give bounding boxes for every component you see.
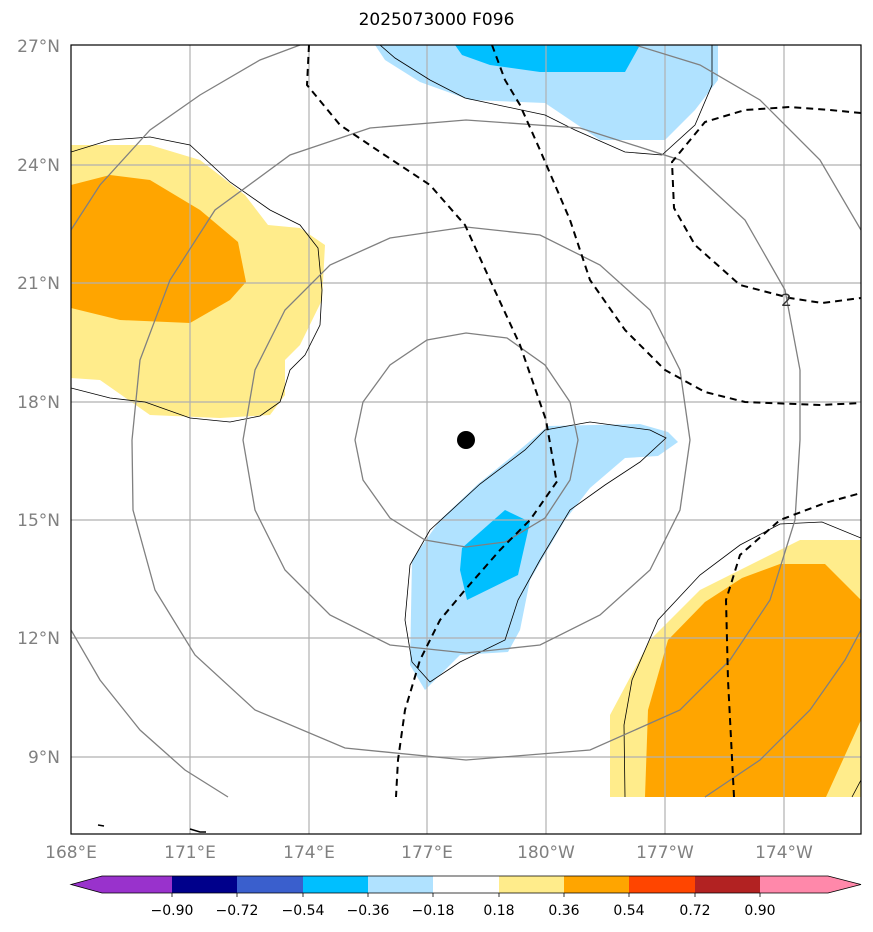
lat-label: 27°N xyxy=(17,37,60,57)
lon-label: 171°E xyxy=(164,843,216,863)
lon-label: 174°E xyxy=(283,843,335,863)
latitude-labels: 27°N 24°N 21°N 18°N 15°N 12°N 9°N xyxy=(17,37,60,768)
coastline-fragments xyxy=(97,824,206,833)
negative-anomaly-center-light xyxy=(410,424,678,690)
lat-label: 9°N xyxy=(28,748,60,768)
negative-anomaly-north-mid xyxy=(455,45,640,72)
lon-label: 177°W xyxy=(636,843,694,863)
lon-label: 177°E xyxy=(401,843,453,863)
colorbar-tick-label: −0.36 xyxy=(347,903,390,919)
colorbar-segment xyxy=(499,876,564,893)
colorbar-segment xyxy=(760,876,828,893)
lat-label: 18°N xyxy=(17,393,60,413)
colorbar-tick-label: 0.90 xyxy=(744,903,775,919)
lat-label: 21°N xyxy=(17,274,60,294)
contour-label: 2 xyxy=(781,291,792,311)
colorbar-segment xyxy=(433,876,499,893)
lon-label: 180°W xyxy=(517,843,575,863)
colorbar-tick-label: 0.18 xyxy=(483,903,514,919)
map-frame xyxy=(70,44,862,835)
map-area: 2 xyxy=(71,45,861,834)
colorbar-segment xyxy=(368,876,433,893)
graticule xyxy=(71,45,861,834)
colorbar-extend-low xyxy=(71,876,102,893)
colorbar-outline xyxy=(69,875,862,894)
positive-anomaly-se-mid xyxy=(645,564,861,797)
colorbar-tick-label: 0.54 xyxy=(613,903,644,919)
dashed-height-contours xyxy=(305,45,861,798)
colorbar-segment xyxy=(629,876,695,893)
colorbar-tick-label: −0.18 xyxy=(412,903,455,919)
colorbar-segment xyxy=(102,876,172,893)
map-title: 2025073000 F096 xyxy=(358,10,515,30)
storm-center-marker xyxy=(457,431,475,449)
lat-label: 15°N xyxy=(17,511,60,531)
colorbar: −0.90 −0.72 −0.54 −0.36 −0.18 0.18 0.36 0.54 0.7… xyxy=(69,875,862,919)
colorbar-tick-label: 0.36 xyxy=(548,903,579,919)
colorbar-tick-label: −0.72 xyxy=(216,903,259,919)
storm-distance-rings xyxy=(71,45,861,798)
colorbar-segment xyxy=(303,876,368,893)
colorbar-segment xyxy=(695,876,760,893)
colorbar-tick-label: −0.54 xyxy=(282,903,325,919)
lat-label: 12°N xyxy=(17,629,60,649)
lat-label: 24°N xyxy=(17,156,60,176)
colorbar-segment xyxy=(564,876,629,893)
longitude-labels: 168°E 171°E 174°E 177°E 180°W 177°W 174°… xyxy=(45,843,813,863)
anomaly-contours xyxy=(71,45,861,798)
colorbar-extend-high xyxy=(828,876,861,893)
colorbar-segment xyxy=(172,876,237,893)
colorbar-tick-label: −0.90 xyxy=(151,903,194,919)
colorbar-tick-label: 0.72 xyxy=(679,903,710,919)
positive-anomaly-nw-mid xyxy=(71,175,246,323)
lon-label: 168°E xyxy=(45,843,97,863)
colorbar-segment xyxy=(237,876,303,893)
lon-label: 174°W xyxy=(755,843,813,863)
